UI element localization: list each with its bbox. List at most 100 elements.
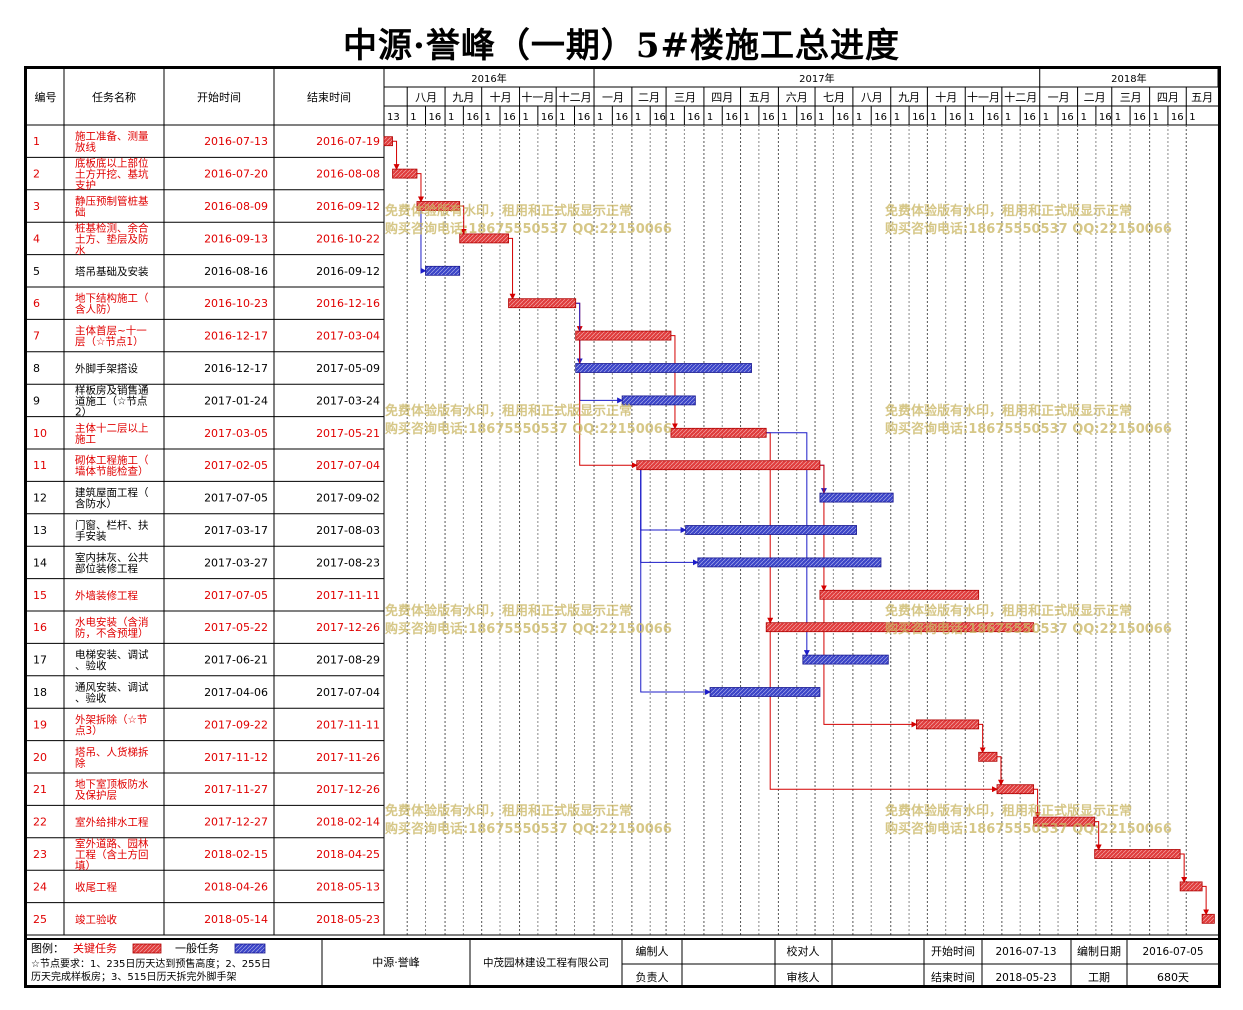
task-start: 2017-04-06 (204, 686, 268, 699)
task-name: 砌体工程施工（墙体节能检查） (75, 454, 149, 478)
plan-end-label: 结束时间 (931, 971, 975, 984)
month-label: 八月 (861, 91, 883, 104)
month-label: 十二月 (1004, 90, 1037, 104)
task-bar[interactable] (915, 719, 980, 730)
task-bar[interactable] (575, 330, 672, 341)
dependency-link (640, 469, 687, 533)
column-header: 开始时间 (197, 90, 241, 104)
task-start: 2017-07-05 (204, 589, 268, 602)
dependency-link (769, 631, 998, 793)
task-bar[interactable] (392, 168, 418, 179)
watermark-line-2: 购买咨询电话:18675550537 QQ:22150066 (385, 421, 672, 437)
task-bar[interactable] (819, 492, 894, 503)
task-id: 15 (33, 589, 47, 602)
task-start: 2017-02-05 (204, 459, 268, 472)
month-label: 六月 (786, 91, 808, 104)
day-tick-label: 1 (781, 112, 787, 123)
compiler-label: 编制人 (636, 944, 669, 958)
task-bar[interactable] (1094, 849, 1181, 859)
column-header: 结束时间 (307, 91, 351, 104)
task-bar[interactable] (670, 427, 767, 438)
task-bar[interactable] (459, 233, 509, 244)
task-name: 收尾工程 (75, 880, 117, 893)
watermark-line-1: 免费体验版有水印，租用和正式版显示正常 (885, 803, 1132, 819)
task-bar[interactable] (636, 460, 821, 471)
task-id: 5 (33, 265, 40, 278)
task-id: 12 (33, 492, 47, 505)
task-bar[interactable] (383, 136, 393, 147)
task-bar[interactable] (621, 395, 696, 406)
day-tick-label: 16 (653, 112, 666, 123)
task-end: 2018-04-25 (316, 848, 380, 861)
task-name: 外脚手架搭设 (75, 362, 138, 375)
month-label: 十月 (490, 90, 512, 104)
task-bar[interactable] (765, 622, 1035, 633)
task-start: 2016-09-13 (204, 232, 268, 245)
dependency-link (819, 464, 827, 592)
task-end: 2017-12-26 (316, 783, 380, 796)
task-bar[interactable] (697, 557, 882, 568)
watermark-line-2: 购买咨询电话:18675550537 QQ:22150066 (885, 421, 1172, 437)
dependency-link (823, 599, 918, 728)
task-id: 17 (33, 654, 47, 667)
duration-value: 680天 (1157, 971, 1189, 984)
task-bar[interactable] (685, 525, 857, 535)
task-bar[interactable] (1201, 913, 1215, 924)
milestone-note: 历天完成样板房；3、515日历天拆完外脚手架 (31, 970, 236, 983)
legend-label: 图例： (31, 941, 64, 955)
task-bar[interactable] (1179, 881, 1203, 892)
task-name: 施工准备、测量放线 (75, 130, 149, 154)
task-bar[interactable] (1033, 816, 1096, 827)
task-start: 2016-12-17 (204, 362, 268, 375)
column-header: 任务名称 (92, 90, 136, 104)
task-id: 16 (33, 621, 47, 634)
task-bar[interactable] (978, 751, 998, 762)
day-tick-label: 16 (466, 112, 479, 123)
task-bar[interactable] (416, 201, 461, 211)
month-label: 二月 (638, 91, 660, 104)
day-tick-label: 16 (836, 112, 849, 123)
task-end: 2018-05-23 (316, 913, 380, 926)
task-bar[interactable] (425, 265, 461, 276)
task-bar[interactable] (996, 784, 1035, 795)
task-end: 2017-08-03 (316, 524, 380, 537)
day-tick-label: 1 (856, 112, 862, 123)
dependency-link (508, 237, 516, 300)
day-tick-label: 1 (744, 112, 750, 123)
month-label: 十一月 (521, 90, 554, 104)
task-name: 静压预制管桩基础 (75, 195, 149, 219)
task-start: 2016-08-16 (204, 265, 268, 278)
watermark-line-2: 购买咨询电话:18675550537 QQ:22150066 (885, 821, 1172, 837)
task-id: 6 (33, 297, 40, 310)
legend-critical-swatch (132, 943, 162, 954)
task-start: 2017-03-05 (204, 427, 268, 440)
task-name: 地下室顶板防水及保护层 (75, 778, 149, 802)
task-id: 25 (33, 913, 47, 926)
task-start: 2017-03-17 (204, 524, 268, 537)
task-end: 2017-05-09 (316, 362, 380, 375)
task-id: 3 (33, 200, 40, 213)
task-bar[interactable] (508, 298, 577, 309)
task-end: 2016-07-19 (316, 135, 380, 148)
task-bar[interactable] (709, 687, 821, 697)
legend-normal-label: 一般任务 (175, 942, 219, 955)
month-label: 十月 (935, 90, 957, 104)
task-name: 通风安装、调试、验收 (75, 681, 149, 705)
month-label: 九月 (898, 91, 920, 104)
task-start: 2016-08-09 (204, 200, 268, 213)
task-bar[interactable] (802, 654, 889, 665)
day-tick-label: 1 (523, 112, 529, 123)
year-label: 2018年 (1111, 72, 1146, 85)
task-bar[interactable] (575, 363, 752, 373)
task-bar[interactable] (819, 589, 980, 600)
task-name: 样板房及销售通道施工（☆节点 2） (75, 383, 149, 418)
month-label: 十一月 (967, 90, 1000, 104)
day-tick-label: 1 (707, 112, 713, 123)
task-name: 塔吊、人货梯拆除 (75, 745, 149, 769)
task-end: 2017-07-04 (316, 686, 380, 699)
task-name: 室内抹灰、公共部位装修工程 (75, 551, 149, 575)
task-end: 2018-02-14 (316, 816, 380, 829)
task-start: 2017-11-27 (204, 783, 268, 796)
month-label: 一月 (602, 91, 624, 104)
